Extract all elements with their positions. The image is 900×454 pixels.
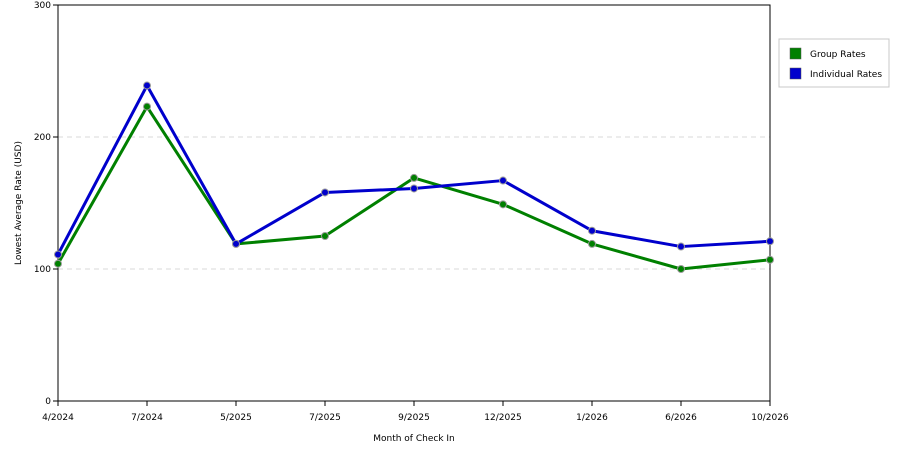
x-axis-title: Month of Check In (373, 434, 455, 444)
grid-layer (58, 136, 770, 270)
data-point (143, 81, 151, 90)
data-point (677, 265, 685, 273)
x-tick-label: 5/2025 (220, 413, 252, 423)
x-tick-label: 1/2026 (576, 413, 608, 423)
data-point (54, 250, 62, 259)
x-tick-label: 7/2025 (309, 413, 341, 423)
data-point (321, 232, 329, 240)
data-point (54, 259, 62, 268)
data-point (588, 226, 596, 235)
data-point (143, 102, 151, 111)
y-axis: 0 100 200 300 (34, 1, 58, 407)
x-tick-label: 12/2025 (484, 413, 521, 423)
y-tick-label: 100 (34, 265, 51, 275)
data-point (232, 239, 240, 248)
data-point (410, 184, 418, 193)
data-point (499, 200, 507, 209)
data-point (499, 176, 507, 185)
legend-swatch (789, 47, 802, 60)
x-tick-label: 9/2025 (398, 413, 430, 423)
x-tick-label: 10/2026 (751, 413, 789, 423)
x-axis: 4/2024 7/2024 5/2025 7/2025 9/2025 12/2025 1/2… (42, 401, 789, 423)
data-point (410, 173, 418, 182)
legend-label: Individual Rates (810, 70, 882, 80)
series-layer (54, 81, 774, 273)
plot-area (57, 4, 771, 402)
data-point (677, 242, 685, 251)
x-tick-label: 4/2024 (42, 413, 74, 423)
x-tick-label: 7/2024 (131, 413, 163, 423)
y-tick-label: 300 (34, 1, 51, 11)
x-tick-label: 6/2026 (665, 413, 697, 423)
legend: Group Rates Individual Rates (778, 38, 890, 88)
series-line-individual-rates (56, 84, 772, 256)
y-tick-label: 200 (34, 133, 51, 143)
legend-swatch (789, 67, 802, 80)
data-point (588, 239, 596, 248)
y-tick-label: 0 (45, 397, 51, 407)
data-point (766, 255, 774, 264)
data-point (321, 188, 329, 197)
legend-label: Group Rates (810, 50, 866, 60)
data-point (766, 237, 774, 246)
y-axis-title: Lowest Average Rate (USD) (14, 141, 24, 265)
